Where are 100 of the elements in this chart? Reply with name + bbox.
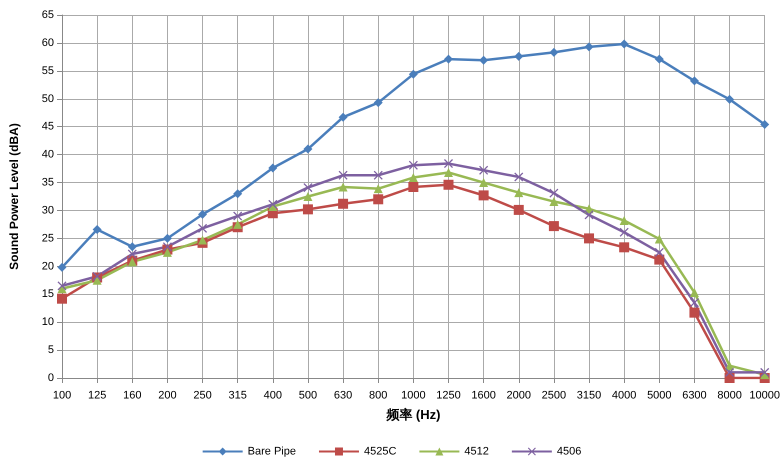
point (620, 40, 629, 49)
point (233, 220, 242, 229)
point (690, 298, 699, 308)
point (725, 94, 734, 104)
point (620, 216, 629, 226)
point (408, 173, 418, 182)
x-tick-label: 6300 (682, 390, 707, 402)
x-tick-label: 1600 (471, 390, 496, 402)
y-tick-label: 35 (42, 176, 54, 189)
y-tick-label: 45 (42, 120, 54, 133)
point (620, 228, 629, 237)
x-tick-label: 10000 (749, 390, 780, 402)
point (514, 52, 524, 61)
point (514, 188, 524, 198)
point (760, 120, 770, 129)
point (444, 168, 453, 177)
y-tick-label: 15 (42, 288, 54, 300)
point (619, 242, 630, 252)
point (584, 42, 594, 52)
point (690, 76, 699, 86)
point (408, 160, 418, 170)
x-tick-label: 315 (228, 390, 247, 402)
point (338, 182, 348, 192)
x-tick-label: 125 (88, 390, 106, 402)
point (514, 172, 524, 182)
point (549, 48, 558, 57)
point (725, 368, 734, 377)
point (162, 234, 172, 243)
point (549, 188, 558, 198)
point (57, 294, 67, 304)
point (408, 70, 418, 79)
point (128, 250, 137, 259)
legend-label: 4512 (464, 446, 489, 458)
point (198, 210, 208, 219)
point (198, 224, 208, 233)
legend-label: 4506 (556, 446, 582, 458)
x-tick-label: 2000 (506, 390, 531, 402)
point (514, 204, 524, 215)
point (479, 178, 488, 188)
point (233, 212, 242, 221)
x-tick-label: 160 (123, 390, 142, 402)
point (128, 242, 137, 252)
point (479, 56, 488, 65)
point (690, 288, 699, 298)
point (374, 184, 383, 194)
x-tick-label: 4000 (612, 390, 636, 402)
point (584, 233, 594, 244)
point (338, 112, 348, 122)
x-tick-label: 3150 (576, 390, 602, 402)
x-axis-title: 频率 (Hz) (385, 407, 440, 422)
y-tick-label: 50 (42, 92, 54, 105)
legend-label: 4525C (364, 446, 396, 458)
point (92, 224, 102, 234)
point (303, 144, 312, 154)
point (302, 204, 313, 214)
point (58, 281, 66, 290)
point (162, 242, 172, 252)
x-tick-label: 500 (298, 390, 318, 402)
x-tick-label: 1250 (436, 390, 461, 402)
y-tick-label: 10 (42, 316, 54, 328)
point (760, 368, 770, 377)
point (198, 236, 208, 245)
point (444, 54, 453, 64)
x-tick-label: 250 (193, 390, 212, 402)
y-tick-label: 0 (48, 372, 54, 384)
point (408, 182, 418, 192)
x-tick-label: 630 (334, 390, 352, 402)
x-tick-label: 400 (264, 390, 282, 402)
x-tick-label: 8000 (717, 390, 742, 402)
point (338, 198, 348, 209)
y-tick-label: 60 (42, 36, 54, 49)
point (373, 194, 384, 204)
point (478, 190, 489, 200)
point (549, 197, 558, 206)
y-tick-label: 55 (42, 64, 54, 77)
point (443, 180, 454, 190)
point (338, 170, 348, 180)
point (654, 54, 664, 64)
point (233, 189, 242, 198)
point (268, 164, 278, 173)
point (303, 183, 312, 192)
point (654, 248, 664, 257)
legend-label: Bare Pipe (248, 446, 296, 458)
point (374, 98, 383, 108)
x-tick-label: 800 (369, 390, 388, 402)
x-tick-label: 2500 (542, 390, 566, 402)
y-tick-label: 20 (42, 260, 54, 272)
point (162, 248, 172, 257)
point (303, 192, 312, 201)
point (654, 234, 664, 244)
point (584, 210, 594, 220)
x-tick-label: 1000 (401, 390, 426, 402)
y-tick-label: 40 (42, 148, 54, 161)
x-tick-label: 5000 (647, 390, 672, 402)
y-tick-label: 30 (42, 204, 54, 216)
y-tick-label: 65 (42, 9, 54, 21)
point (548, 221, 559, 232)
y-tick-label: 25 (42, 232, 54, 244)
point (689, 308, 700, 318)
x-tick-label: 200 (158, 390, 177, 402)
